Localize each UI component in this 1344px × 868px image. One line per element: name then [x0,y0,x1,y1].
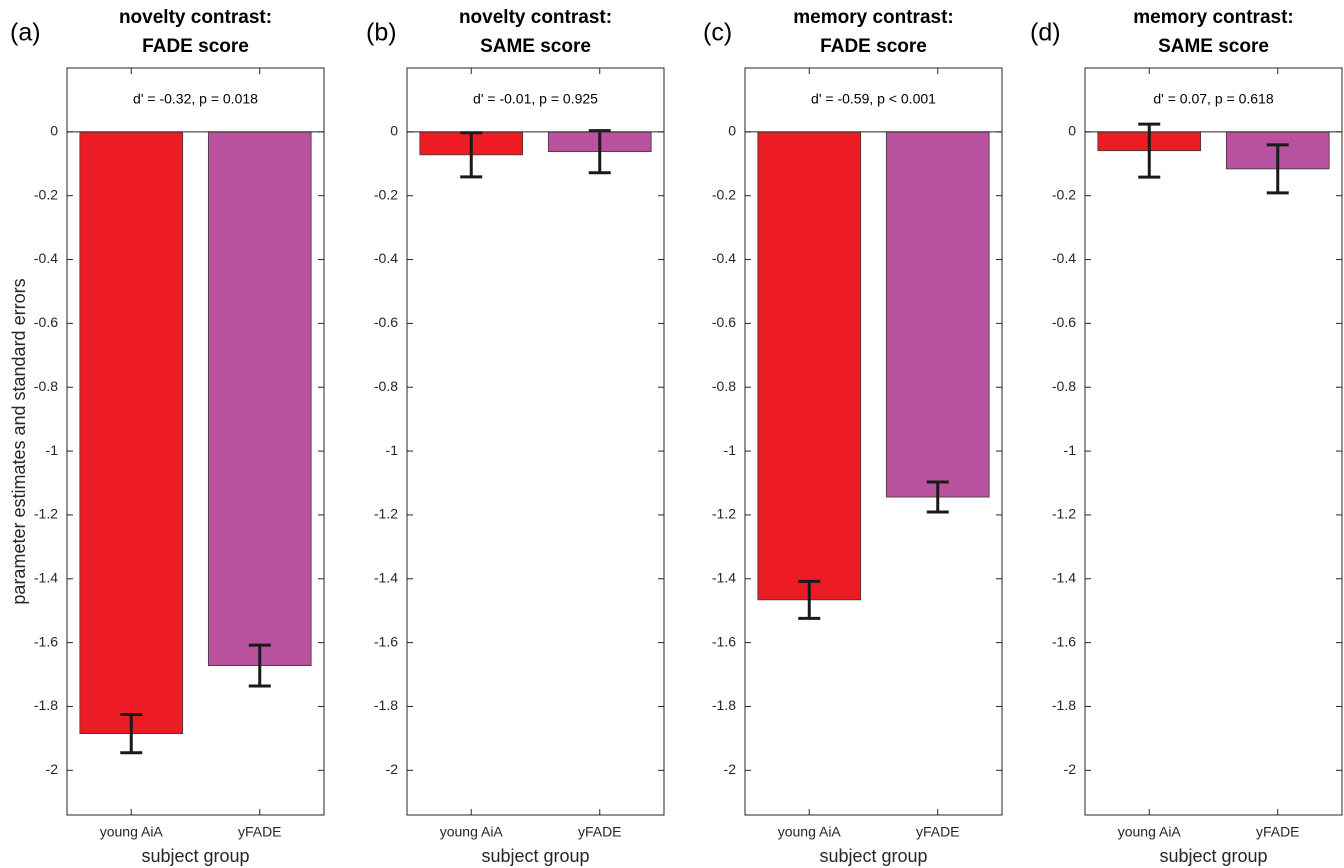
bar [207,131,312,667]
y-tick-label: -1.2 [34,506,58,522]
error-bar [120,712,143,755]
error-bar [460,131,483,179]
panel-label: (a) [10,19,41,47]
y-tick-label: -1.2 [374,506,398,522]
error-bar [1138,122,1161,179]
x-tick-label: yFADE [578,824,622,840]
subplot-title: SAME score [1158,36,1269,57]
x-tick-label: young AiA [1118,824,1182,840]
y-tick-label: -0.4 [374,250,398,266]
subplot-title: FADE score [142,36,249,57]
subplot-title: memory contrast: [793,7,954,28]
y-tick-label: -0.8 [1052,378,1076,394]
error-bar [588,129,611,175]
error-bar [926,480,949,514]
y-tick-label: -2 [1064,761,1077,777]
y-tick-label: -1.6 [712,633,736,649]
error-bar [248,643,271,688]
subplot-title: novelty contrast: [459,7,612,28]
panel-label: (c) [703,19,732,47]
y-tick-label: -0.6 [1052,314,1076,330]
panel-label: (b) [366,19,397,47]
subplot-title: memory contrast: [1133,7,1294,28]
error-bar [798,579,821,620]
y-tick-label: -0.6 [34,314,58,330]
y-tick-label: -0.6 [712,314,736,330]
x-axis-label: subject group [819,846,927,866]
x-tick-label: young AiA [100,824,164,840]
subplot-title: FADE score [820,36,927,57]
y-tick-label: -1 [1064,442,1077,458]
panel-label: (d) [1030,19,1061,47]
y-tick-label: -1.4 [34,569,58,585]
x-tick-label: young AiA [778,824,842,840]
y-tick-label: -1.2 [1052,506,1076,522]
x-tick-label: young AiA [440,824,504,840]
annotation: d' = -0.32, p = 0.018 [133,91,258,107]
y-tick-label: -1.4 [1052,569,1076,585]
y-tick-label: 0 [1068,123,1076,139]
x-axis-label: subject group [1159,846,1267,866]
y-tick-label: -1.6 [1052,633,1076,649]
y-tick-label: -0.8 [34,378,58,394]
x-tick-label: yFADE [238,824,282,840]
y-axis-label: parameter estimates and standard errors [9,278,29,604]
y-tick-label: -0.4 [1052,250,1076,266]
y-tick-label: -0.2 [34,186,58,202]
y-tick-label: -0.2 [374,186,398,202]
y-tick-label: -0.6 [374,314,398,330]
x-tick-label: yFADE [1256,824,1300,840]
x-axis-label: subject group [481,846,589,866]
y-tick-label: 0 [728,123,736,139]
y-tick-label: -1 [46,442,59,458]
y-tick-label: 0 [50,123,58,139]
axes-box [1084,67,1343,816]
y-tick-label: 0 [390,123,398,139]
subplot-title: novelty contrast: [119,7,272,28]
bar [757,131,862,601]
y-tick-label: -0.4 [34,250,58,266]
subplot-title: SAME score [480,36,591,57]
y-tick-label: -0.8 [712,378,736,394]
annotation: d' = -0.59, p < 0.001 [811,91,936,107]
y-tick-label: -1.8 [374,697,398,713]
y-tick-label: -1 [724,442,737,458]
bar [79,131,184,734]
annotation: d' = 0.07, p = 0.618 [1153,91,1273,107]
bar [885,131,990,498]
annotation: d' = -0.01, p = 0.925 [473,91,598,107]
y-tick-label: -1.6 [374,633,398,649]
y-tick-label: -0.4 [712,250,736,266]
y-tick-label: -1 [386,442,399,458]
y-tick-label: -1.4 [374,569,398,585]
y-tick-label: -1.4 [712,569,736,585]
y-tick-label: -2 [724,761,737,777]
y-tick-label: -0.8 [374,378,398,394]
y-tick-label: -0.2 [712,186,736,202]
y-tick-label: -2 [46,761,59,777]
y-tick-label: -1.2 [712,506,736,522]
y-tick-label: -0.2 [1052,186,1076,202]
x-tick-label: yFADE [916,824,960,840]
error-bar [1266,143,1289,195]
axes-box [406,67,665,816]
y-tick-label: -2 [386,761,399,777]
x-axis-label: subject group [141,846,249,866]
y-tick-label: -1.8 [34,697,58,713]
y-tick-label: -1.8 [1052,697,1076,713]
y-tick-label: -1.6 [34,633,58,649]
y-tick-label: -1.8 [712,697,736,713]
